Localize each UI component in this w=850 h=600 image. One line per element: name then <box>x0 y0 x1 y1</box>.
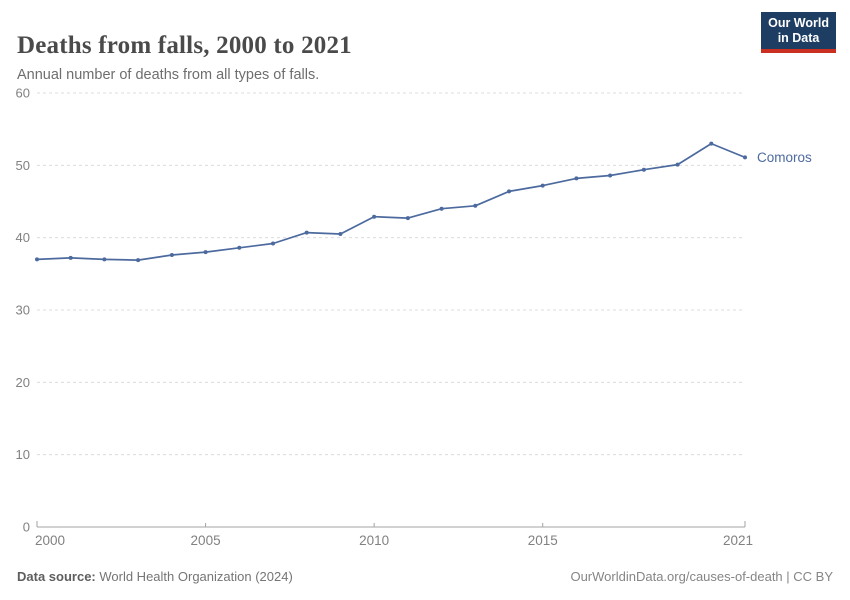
data-point <box>203 250 208 255</box>
x-tick-label: 2010 <box>359 533 389 548</box>
series-line <box>36 142 746 261</box>
y-tick-label: 60 <box>16 86 30 101</box>
y-tick-label: 40 <box>16 230 30 245</box>
data-point <box>709 141 714 146</box>
data-point <box>608 173 613 178</box>
x-tick-label: 2005 <box>191 533 221 548</box>
x-tick-label: 2015 <box>528 533 558 548</box>
page-subtitle: Annual number of deaths from all types o… <box>17 66 320 83</box>
data-point <box>439 206 444 211</box>
data-point <box>372 214 377 219</box>
data-point <box>169 253 174 257</box>
data-source-text: World Health Organization (2024) <box>95 569 293 584</box>
page-title: Deaths from falls, 2000 to 2021 <box>17 31 352 59</box>
data-point <box>102 257 107 262</box>
data-point <box>641 167 646 172</box>
data-point <box>35 257 39 262</box>
credit-text: OurWorldinData.org/causes-of-death | CC … <box>570 569 833 584</box>
data-point <box>405 216 410 221</box>
y-tick-label: 0 <box>23 520 30 535</box>
data-source: Data source: World Health Organization (… <box>17 569 293 584</box>
data-source-label: Data source: <box>17 569 96 584</box>
x-tick-label: 2000 <box>35 533 65 548</box>
y-tick-label: 50 <box>16 158 30 173</box>
data-point <box>237 245 242 250</box>
data-point <box>338 232 343 236</box>
y-tick-label: 30 <box>16 303 30 318</box>
data-point <box>507 189 511 194</box>
owid-logo-line2: in Data <box>777 31 820 45</box>
x-tick-label: 2021 <box>723 533 753 548</box>
data-point <box>271 241 275 246</box>
data-point <box>540 183 545 188</box>
data-point <box>473 203 478 208</box>
owid-logo: Our World in Data <box>761 12 836 53</box>
y-tick-label: 20 <box>16 375 30 390</box>
data-point <box>675 162 680 167</box>
data-point <box>574 176 579 181</box>
data-point <box>136 258 141 263</box>
data-point <box>743 155 747 160</box>
series-end-label: Comoros <box>757 150 812 165</box>
data-point <box>68 255 73 260</box>
owid-logo-line1: Our World <box>768 16 829 30</box>
y-tick-label: 10 <box>16 447 30 462</box>
data-point <box>304 230 309 235</box>
